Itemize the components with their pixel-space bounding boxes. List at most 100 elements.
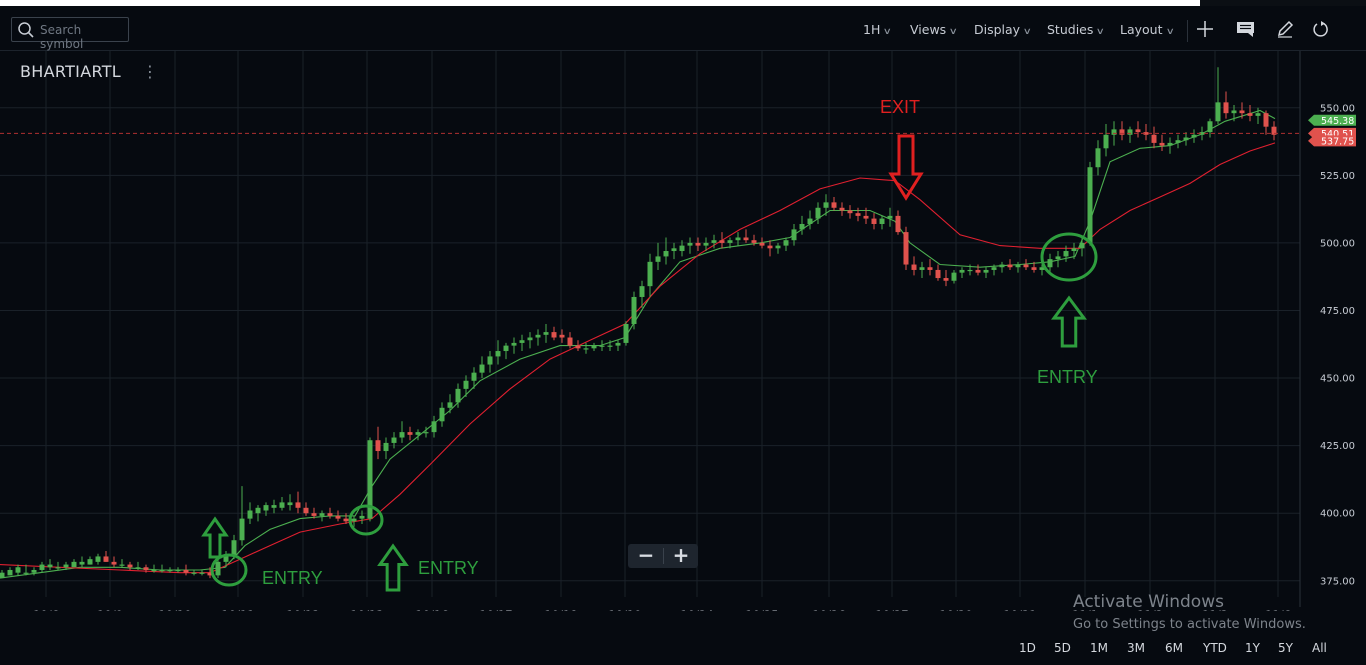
candle-body <box>575 345 581 349</box>
interval-dropdown[interactable]: 1H ∨ <box>863 22 893 37</box>
x-tick-label: 11/6 <box>1265 608 1291 611</box>
range-3m-button[interactable]: 3M <box>1127 641 1145 655</box>
range-1m-button[interactable]: 1M <box>1090 641 1108 655</box>
candle <box>1231 105 1237 122</box>
candle-body <box>831 202 837 208</box>
candle <box>951 269 957 284</box>
candle-body <box>183 569 189 573</box>
candle-body <box>879 218 885 224</box>
candle-body <box>279 502 285 508</box>
studies-dropdown[interactable]: Studies ∨ <box>1047 22 1106 37</box>
candle-body <box>375 440 381 452</box>
candle-body <box>255 507 261 514</box>
y-tick-label: 400.00 <box>1320 509 1355 520</box>
candle-body <box>1199 132 1205 135</box>
layout-dropdown[interactable]: Layout ∨ <box>1120 22 1174 37</box>
search-input[interactable]: Search symbol <box>11 17 129 51</box>
x-tick-label: 10/18 <box>544 608 577 611</box>
candle-body <box>655 256 661 262</box>
candle <box>111 556 117 568</box>
range-5y-button[interactable]: 5Y <box>1278 641 1293 655</box>
candle <box>391 432 397 449</box>
candle <box>399 421 405 443</box>
candle <box>1183 132 1189 146</box>
draw-pencil-icon[interactable] <box>1276 20 1294 42</box>
entry-arrow-up-icon <box>201 516 229 559</box>
candle <box>503 342 509 360</box>
candle <box>1063 245 1069 262</box>
zoom-control: − + <box>628 544 698 568</box>
candle-body <box>631 296 637 324</box>
ma-line-slow-MA <box>0 142 1276 574</box>
candle-body <box>447 402 453 408</box>
candle-body <box>1111 129 1117 135</box>
candle <box>447 394 453 414</box>
candle <box>863 207 869 224</box>
price-chart[interactable]: 375.00 400.00 425.00 450.00 475.00 500.00 525.… <box>0 51 1366 611</box>
range-1y-button[interactable]: 1Y <box>1245 641 1260 655</box>
range-ytd-button[interactable]: YTD <box>1203 641 1227 655</box>
candle-body <box>775 245 781 249</box>
zoom-in-button[interactable]: + <box>672 543 690 567</box>
x-tick-label: 10/30 <box>939 608 972 611</box>
candle <box>319 510 325 522</box>
candle-body <box>359 515 365 519</box>
range-1d-button[interactable]: 1D <box>1019 641 1036 655</box>
candle-body <box>799 223 805 230</box>
candle <box>71 559 77 568</box>
candle <box>455 383 461 408</box>
range-5d-button[interactable]: 5D <box>1054 641 1071 655</box>
candle <box>351 515 357 527</box>
candle <box>7 567 13 576</box>
symbol-menu-icon[interactable]: ⋮ <box>142 62 158 81</box>
symbol-label[interactable]: BHARTIARTL <box>20 62 121 81</box>
candle-body <box>319 513 325 516</box>
candle-body <box>31 569 37 573</box>
candle <box>807 210 813 230</box>
crosshair-icon[interactable] <box>1196 20 1214 42</box>
comment-icon[interactable] <box>1236 20 1256 42</box>
candle-body <box>607 345 613 347</box>
candle-body <box>751 240 757 243</box>
chevron-down-icon: ∨ <box>1096 27 1106 37</box>
annotation-label: ENTRY <box>418 558 479 578</box>
candle <box>895 210 901 235</box>
zoom-out-button[interactable]: − <box>637 543 655 567</box>
entry-circle-3 <box>1040 232 1098 282</box>
candle <box>679 240 685 257</box>
range-6m-button[interactable]: 6M <box>1165 641 1183 655</box>
candle-body <box>807 218 813 224</box>
candle <box>1007 259 1013 270</box>
chevron-down-icon: ∨ <box>883 27 893 37</box>
candle <box>1159 134 1165 152</box>
candle-body <box>1223 102 1229 114</box>
candle-body <box>1119 129 1125 135</box>
candle-body <box>327 513 333 516</box>
x-tick-label: 11/3 <box>1202 608 1228 611</box>
display-dropdown[interactable]: Display ∨ <box>974 22 1032 37</box>
reset-icon[interactable] <box>1311 20 1329 42</box>
x-tick-label: 10/16 <box>415 608 448 611</box>
candle-body <box>759 242 765 246</box>
candle <box>439 402 445 427</box>
candle-body <box>1015 264 1021 268</box>
views-dropdown[interactable]: Views ∨ <box>910 22 958 37</box>
candle-body <box>975 269 981 273</box>
candle-body <box>159 569 165 572</box>
candle-body <box>983 269 989 273</box>
candle-body <box>287 502 293 506</box>
candle <box>967 264 973 276</box>
entry-arrow-up-icon <box>1051 295 1087 348</box>
candle-body <box>215 561 221 576</box>
candle-body <box>527 337 533 341</box>
candle <box>783 237 789 252</box>
candle-body <box>519 340 525 343</box>
candle <box>887 207 893 227</box>
x-tick-label: 10/31 <box>1003 608 1036 611</box>
candle-body <box>271 505 277 508</box>
candle-body <box>263 505 269 511</box>
range-all-button[interactable]: All <box>1312 641 1327 655</box>
candle-body <box>839 207 845 211</box>
candle <box>743 229 749 243</box>
candle <box>687 237 693 254</box>
